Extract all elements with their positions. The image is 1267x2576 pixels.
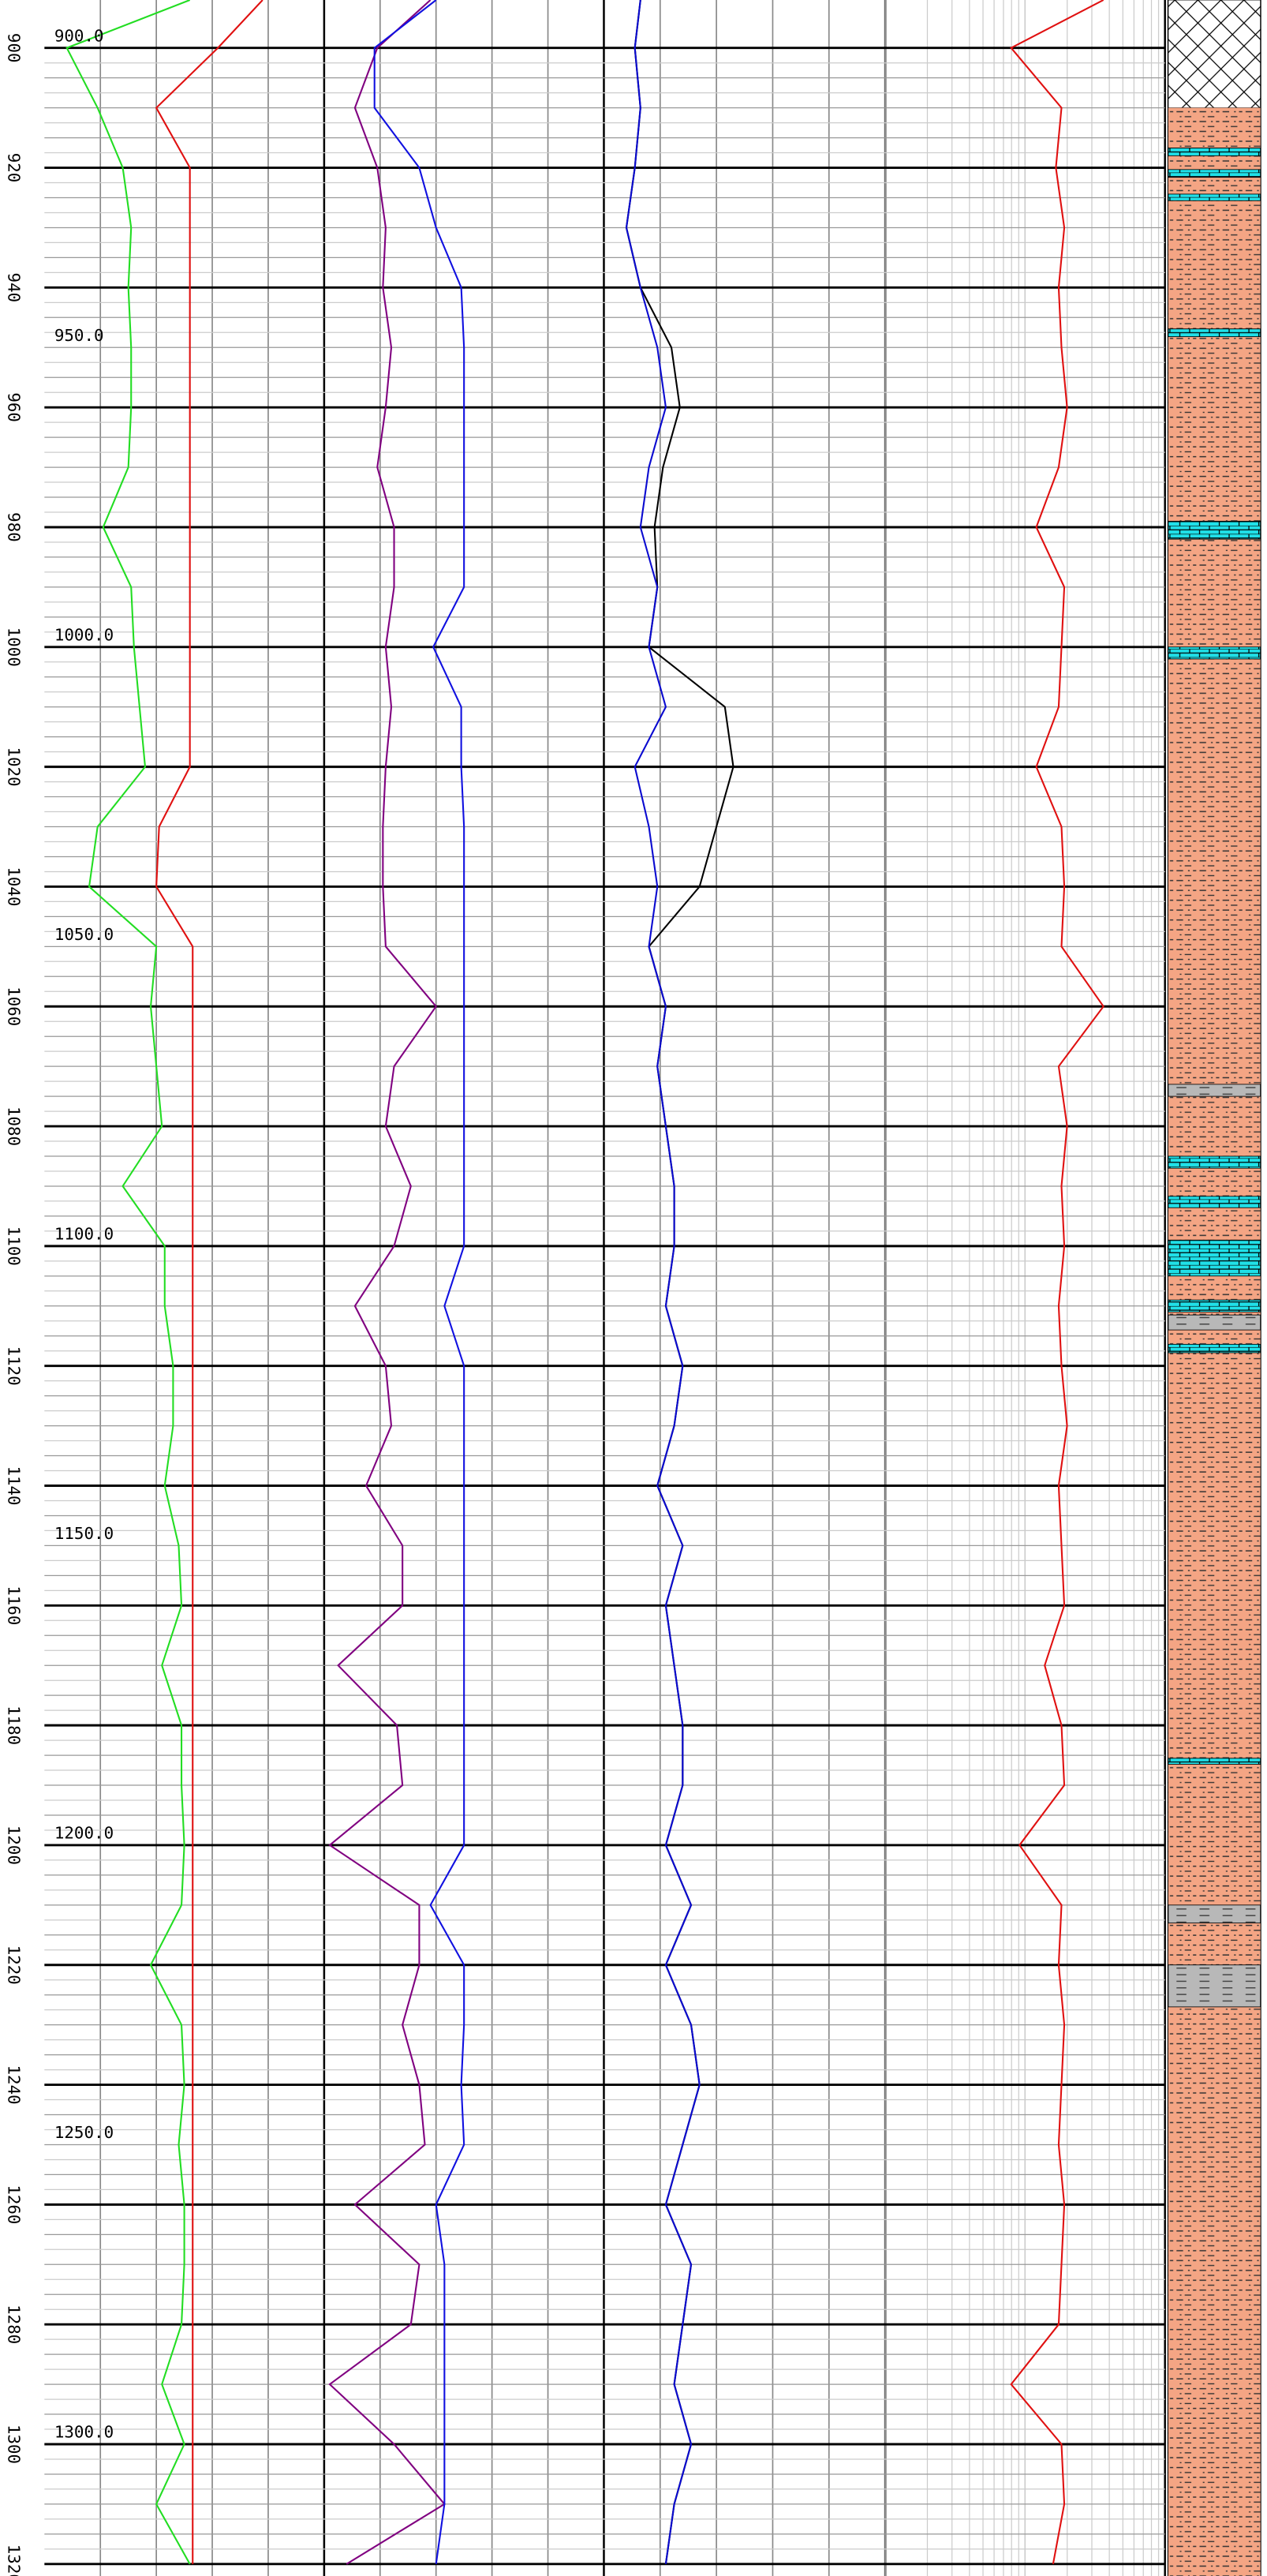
y-tick-label: 1040	[5, 867, 24, 906]
lithology-interval	[1168, 1084, 1261, 1097]
lithology-interval	[1168, 1964, 1261, 2008]
y-tick-label: 1060	[5, 987, 24, 1026]
lithology-interval	[1168, 1758, 1261, 1765]
depth-label: 1200.0	[54, 1824, 114, 1843]
depth-label: 900.0	[54, 26, 104, 45]
depth-label: 1050.0	[54, 925, 114, 944]
lithology-interval	[1168, 1196, 1261, 1208]
depth-label: 1100.0	[54, 1225, 114, 1244]
y-tick-label: 960	[5, 392, 24, 422]
lithology-interval	[1168, 1904, 1261, 1924]
log-curve	[155, 0, 263, 2564]
depth-label: 1150.0	[54, 1524, 114, 1543]
depth-labels: 900 920 940 960 980 1000 1020 1040 1060 1080 1100 1…	[5, 26, 114, 2576]
lithology-interval	[1168, 328, 1261, 338]
y-tick-label: 940	[5, 273, 24, 303]
lithology-interval	[1168, 1314, 1261, 1331]
log-curve	[373, 0, 465, 2564]
y-tick-label: 1220	[5, 1945, 24, 1985]
lithology-interval	[1168, 1343, 1261, 1354]
depth-label: 1000.0	[54, 625, 114, 644]
lithology-column	[1168, 0, 1261, 2576]
log-curve	[625, 0, 701, 2564]
lithology-interval	[1168, 646, 1261, 660]
y-tick-label: 1020	[5, 747, 24, 787]
lithology-interval	[1168, 193, 1261, 201]
log-curve	[1010, 0, 1104, 2565]
lithology-interval	[1168, 1155, 1261, 1169]
y-tick-label: 1160	[5, 1586, 24, 1625]
lithology-interval	[1168, 520, 1261, 540]
grid	[44, 0, 1261, 2576]
y-tick-label: 1000	[5, 627, 24, 667]
depth-label: 1250.0	[54, 2123, 114, 2142]
lithology-interval	[1168, 107, 1261, 2576]
curves	[65, 0, 1104, 2565]
y-tick-label: 1120	[5, 1346, 24, 1386]
y-tick-label: 1280	[5, 2305, 24, 2344]
log-curve	[328, 0, 446, 2565]
lithology-interval	[1168, 1299, 1261, 1312]
y-tick-label: 1300	[5, 2424, 24, 2464]
y-tick-label: 1200	[5, 1825, 24, 1865]
depth-label: 950.0	[54, 326, 104, 345]
y-tick-label: 920	[5, 153, 24, 183]
lithology-interval	[1168, 169, 1261, 178]
y-tick-label: 1180	[5, 1705, 24, 1745]
y-tick-label: 1320	[5, 2544, 24, 2576]
log-curve	[65, 0, 191, 2565]
depth-label: 1300.0	[54, 2423, 114, 2442]
lithology-interval	[1168, 0, 1261, 109]
y-tick-label: 1100	[5, 1226, 24, 1266]
log-curve	[625, 0, 734, 2564]
y-tick-label: 1140	[5, 1466, 24, 1505]
y-tick-label: 1080	[5, 1106, 24, 1146]
y-tick-label: 1260	[5, 2185, 24, 2224]
y-tick-label: 980	[5, 512, 24, 542]
y-tick-label: 1240	[5, 2065, 24, 2105]
lithology-interval	[1168, 1239, 1261, 1277]
lithology-interval	[1168, 148, 1261, 156]
y-tick-label: 900	[5, 33, 24, 63]
